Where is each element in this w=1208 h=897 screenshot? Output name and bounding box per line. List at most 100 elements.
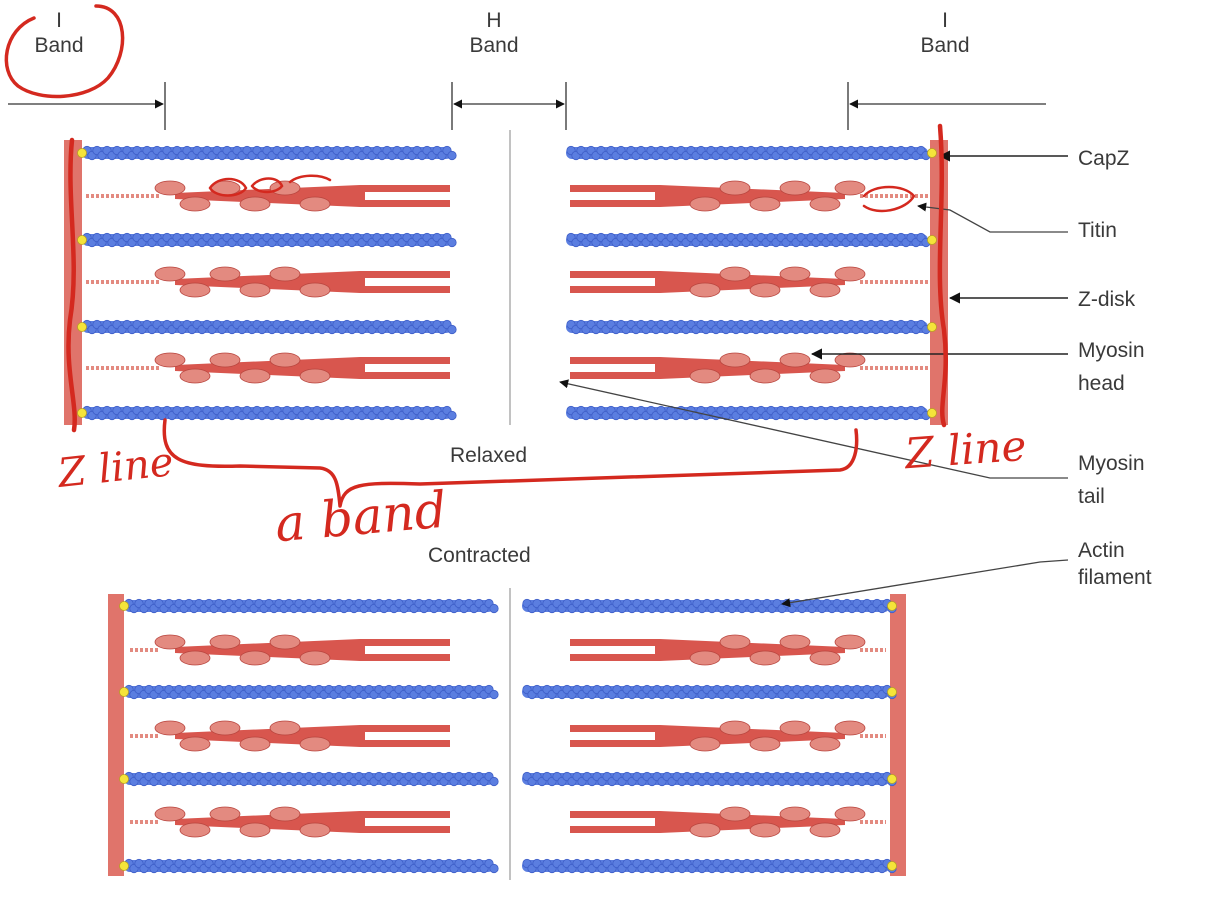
myosin-head — [209, 634, 241, 650]
a-band-brace — [162, 418, 859, 508]
myosin-head — [749, 368, 781, 384]
myosin-head — [269, 720, 301, 736]
capz-cap — [927, 235, 937, 245]
actin-filament — [82, 319, 457, 335]
myosin-head-line2: head — [1078, 372, 1125, 396]
myosin-head — [154, 806, 186, 822]
capz-cap — [119, 774, 129, 784]
myosin-head — [809, 282, 841, 298]
arrow-icon — [559, 379, 1068, 479]
myosin-head — [269, 352, 301, 368]
myosin-head — [154, 180, 186, 196]
myosin-filament — [86, 352, 930, 384]
myosin-head — [154, 634, 186, 650]
right-i-band-label: I Band — [913, 8, 977, 58]
myosin-filament — [130, 720, 886, 752]
actin-filament — [124, 598, 499, 614]
myosin-head — [239, 822, 271, 838]
myosin-head — [809, 368, 841, 384]
myosin-head — [809, 822, 841, 838]
myosin-head — [299, 822, 331, 838]
actin-filament-line1: Actin — [1078, 539, 1125, 562]
myosin-tail-label: Myosin tail — [1078, 451, 1145, 509]
myosin-head — [749, 650, 781, 666]
left-i-band-top: I — [56, 9, 62, 32]
myosin-head — [239, 196, 271, 212]
capz-cap — [77, 235, 87, 245]
myosin-head-line1: Myosin — [1078, 339, 1145, 362]
myosin-head — [779, 352, 811, 368]
myosin-head — [269, 180, 301, 196]
capz-cap — [77, 148, 87, 158]
myosin-head — [779, 180, 811, 196]
z-line-highlight — [66, 137, 77, 433]
myosin-head — [779, 806, 811, 822]
myosin-head — [179, 368, 211, 384]
myosin-head — [299, 196, 331, 212]
band-guides — [8, 82, 1046, 130]
myosin-head — [299, 368, 331, 384]
actin-filament — [124, 684, 499, 700]
myosin-head — [689, 196, 721, 212]
arrow-icon — [917, 202, 1068, 233]
myosin-head — [179, 650, 211, 666]
arrow-icon — [781, 559, 1069, 608]
myosin-head — [834, 266, 866, 282]
actin-filament — [522, 598, 897, 614]
myosin-tail-line2: tail — [1078, 485, 1105, 509]
myosin-head — [209, 352, 241, 368]
myosin-head — [239, 736, 271, 752]
circle-annotation-icon — [4, 4, 125, 99]
myosin-head — [779, 634, 811, 650]
myosin-head — [719, 266, 751, 282]
myosin-head — [689, 822, 721, 838]
z-disk — [890, 594, 906, 876]
actin-filament — [82, 405, 457, 421]
myosin-head-label: Myosin head — [1078, 338, 1145, 396]
myosin-head — [689, 282, 721, 298]
myosin-head — [749, 736, 781, 752]
myosin-head — [299, 650, 331, 666]
myosin-head — [749, 822, 781, 838]
capz-cap — [887, 774, 897, 784]
z-disk — [108, 594, 124, 876]
myosin-head — [209, 806, 241, 822]
myosin-head — [689, 368, 721, 384]
capz-cap — [927, 322, 937, 332]
capz-cap — [119, 687, 129, 697]
actin-filament-label: Actin filament — [1078, 538, 1152, 590]
myosin-head — [179, 196, 211, 212]
handwritten-annotations — [4, 4, 948, 508]
z-line-right-annotation: Z line — [903, 420, 1028, 479]
capz-cap — [887, 601, 897, 611]
myosin-head — [299, 282, 331, 298]
myosin-tail-line1: Myosin — [1078, 452, 1145, 475]
right-i-band-bottom: Band — [920, 34, 970, 58]
titin-scribble — [862, 185, 916, 213]
myosin-head — [719, 634, 751, 650]
actin-filament — [566, 319, 931, 335]
myosin-head — [689, 736, 721, 752]
capz-cap — [887, 687, 897, 697]
actin-filament — [522, 858, 897, 874]
myosin-head — [154, 720, 186, 736]
myosin-head — [239, 368, 271, 384]
myosin-head — [834, 352, 866, 368]
left-i-band-label: I Band — [28, 8, 90, 58]
myosin-head — [154, 266, 186, 282]
actin-filament — [82, 232, 457, 248]
myosin-head — [719, 180, 751, 196]
capz-cap — [77, 322, 87, 332]
myosin-head — [779, 266, 811, 282]
myosin-head — [809, 196, 841, 212]
right-i-band-top: I — [942, 9, 948, 32]
myosin-head — [179, 736, 211, 752]
left-i-band-bottom: Band — [34, 34, 84, 58]
titin-label: Titin — [1078, 219, 1117, 242]
contracted-sarcomere — [108, 588, 906, 880]
myosin-head — [269, 634, 301, 650]
myosin-head-scribble — [208, 174, 332, 197]
capz-label: CapZ — [1078, 147, 1130, 170]
myosin-head — [269, 266, 301, 282]
